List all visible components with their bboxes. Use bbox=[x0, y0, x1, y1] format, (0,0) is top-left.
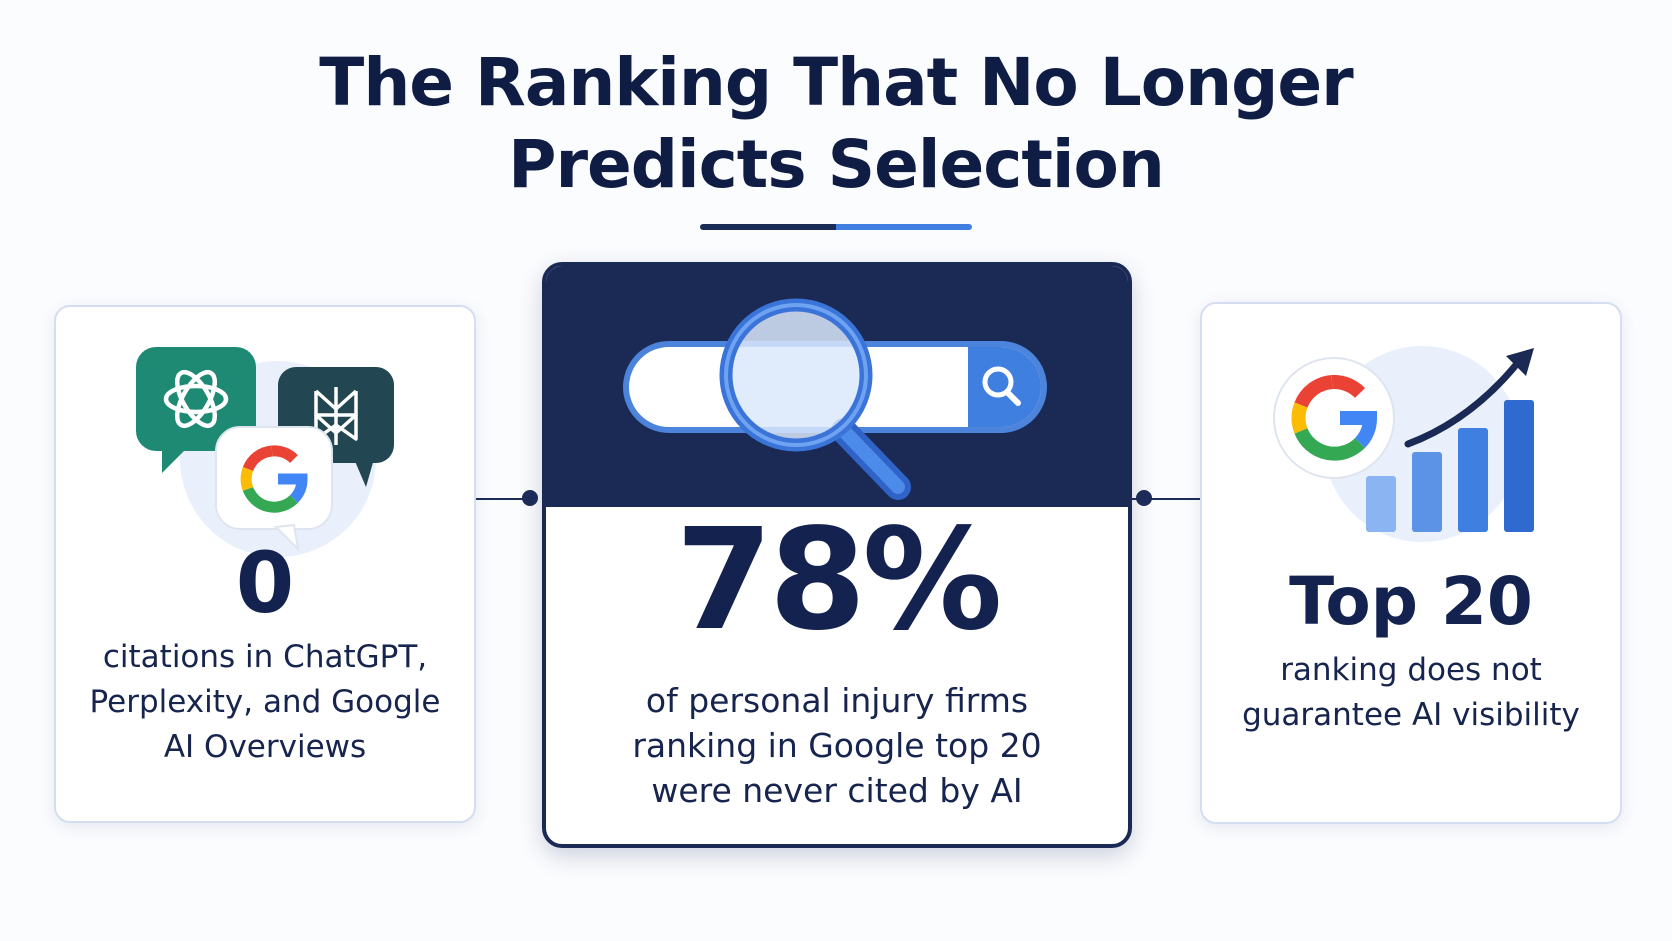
magnifying-glass-icon bbox=[719, 298, 911, 500]
stat-description-top-20: ranking does not guarantee AI visibility bbox=[1202, 648, 1620, 738]
desc-line: guarantee AI visibility bbox=[1242, 697, 1580, 733]
chatgpt-icon bbox=[136, 347, 256, 473]
right-connector-dot bbox=[1136, 490, 1152, 506]
stat-value-zero: 0 bbox=[235, 534, 295, 632]
desc-line: AI Overviews bbox=[163, 729, 367, 765]
left-connector-line bbox=[472, 498, 534, 500]
title-line-1: The Ranking That No Longer bbox=[319, 44, 1353, 121]
stat-card-percentage: 78% of personal injury firms ranking in … bbox=[542, 262, 1132, 848]
google-icon bbox=[1273, 357, 1395, 479]
growth-chart-icon bbox=[1366, 348, 1534, 532]
right-connector-line bbox=[1132, 498, 1200, 500]
desc-line: Perplexity, and Google bbox=[89, 684, 441, 720]
desc-line: were never cited by AI bbox=[651, 771, 1023, 810]
stat-description-percentage: of personal injury firms ranking in Goog… bbox=[546, 678, 1128, 813]
stat-card-citations: 0 citations in ChatGPT, Perplexity, and … bbox=[54, 305, 476, 823]
desc-line: citations in ChatGPT, bbox=[102, 639, 428, 675]
search-illustration bbox=[623, 298, 1047, 500]
google-growth-illustration bbox=[1273, 346, 1534, 542]
title-underline bbox=[700, 224, 972, 230]
stat-value-78-percent: 78% bbox=[675, 499, 1002, 662]
stat-description-citations: citations in ChatGPT, Perplexity, and Go… bbox=[56, 635, 474, 770]
stat-card-top-20: Top 20 ranking does not guarantee AI vis… bbox=[1200, 302, 1622, 824]
page-title: The Ranking That No Longer Predicts Sele… bbox=[0, 42, 1672, 206]
google-icon bbox=[215, 426, 333, 552]
stat-value-top-20: Top 20 bbox=[1289, 563, 1533, 640]
title-line-2: Predicts Selection bbox=[508, 126, 1165, 203]
desc-line: of personal injury firms bbox=[645, 681, 1029, 720]
left-connector-dot bbox=[522, 490, 538, 506]
ai-assistants-icon bbox=[136, 347, 394, 557]
desc-line: ranking does not bbox=[1280, 652, 1542, 688]
desc-line: ranking in Google top 20 bbox=[632, 726, 1042, 765]
